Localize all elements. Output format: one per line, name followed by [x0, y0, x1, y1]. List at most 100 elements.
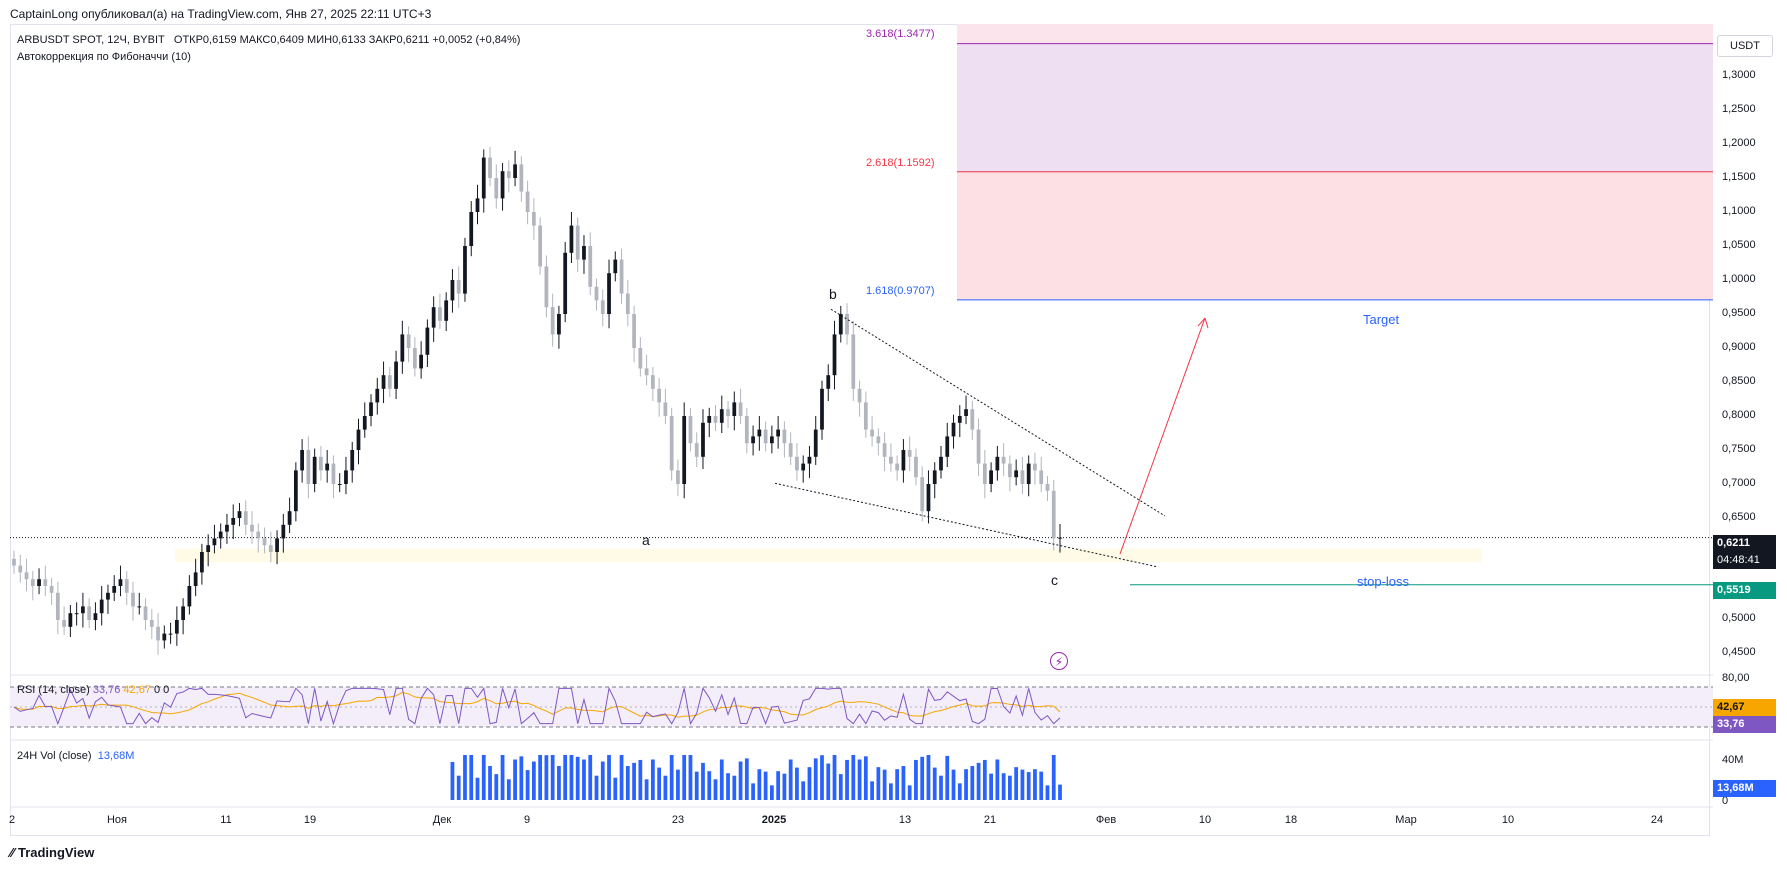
candle-body [356, 429, 361, 450]
volume-bar [657, 767, 662, 800]
volume-bar [1051, 755, 1056, 800]
volume-bar [676, 769, 680, 800]
fib-zone-top [957, 24, 1713, 44]
volume-bar [494, 774, 499, 800]
symbol-name[interactable]: ARBUSDT SPOT, 12Ч, BYBIT [17, 34, 165, 46]
rsi-axis-80: 80,00 [1722, 672, 1750, 684]
candle-body [951, 422, 956, 437]
candle-body [707, 416, 712, 423]
candle-body [488, 157, 492, 178]
candle-body [713, 416, 718, 423]
candle-body [481, 157, 486, 199]
volume-bar [751, 783, 755, 800]
candle-body [212, 538, 217, 546]
candle-body [49, 586, 54, 593]
candle-body [544, 266, 549, 308]
candle-body [1001, 456, 1006, 464]
publisher-line: CaptainLong опубликовал(а) на TradingVie… [10, 7, 432, 21]
candle-body [287, 511, 292, 525]
volume-bar [525, 770, 530, 800]
candle-body [676, 470, 680, 484]
candle-body [882, 443, 887, 457]
candle-body [419, 354, 424, 369]
volume-bar [650, 759, 655, 800]
candle-body [168, 633, 173, 635]
candle-body [450, 280, 455, 301]
time-axis-label: 9 [523, 814, 531, 826]
candle-body [976, 429, 981, 464]
volume-bar [863, 756, 868, 800]
wedge-upper-line [830, 308, 1166, 517]
candle-body [106, 592, 110, 600]
rsi-legend[interactable]: RSI (14, close) 33,76 42,67 0 0 [17, 684, 169, 696]
candle-body [218, 531, 223, 539]
volume-bar [682, 755, 687, 800]
currency-button[interactable]: USDT [1717, 35, 1773, 57]
candle-body [945, 436, 950, 457]
volume-bar [456, 775, 461, 800]
countdown-tag: 04:48:41 [1713, 552, 1776, 569]
volume-bar [638, 759, 643, 800]
volume-legend[interactable]: 24H Vol (close) 13,68M [17, 750, 134, 762]
wave-label-c[interactable]: c [1051, 572, 1058, 588]
candle-body [876, 436, 881, 444]
candle-body [181, 606, 185, 620]
volume-bar [945, 755, 950, 800]
price-axis-label: 1,1500 [1722, 171, 1756, 183]
time-axis-label: 18 [1284, 814, 1298, 826]
candle-body [30, 579, 35, 586]
stop-loss-label[interactable]: stop-loss [1357, 574, 1410, 589]
volume-tag: 13,68M [1713, 780, 1776, 797]
candle-body [519, 164, 524, 192]
candle-body [513, 164, 517, 178]
candle-body [99, 599, 104, 614]
candle-body [463, 246, 467, 294]
fib-indicator-legend[interactable]: Автокоррекция по Фибоначчи (10) [17, 51, 191, 63]
tradingview-logo[interactable]: ⁄⁄ TradingView [10, 845, 95, 860]
lightning-icon[interactable]: ⚡ [1050, 652, 1068, 670]
candle-body [400, 334, 405, 362]
volume-bar [1026, 772, 1031, 800]
candle-body [770, 436, 774, 444]
volume-bar [1001, 773, 1006, 800]
price-axis-label: 0,9000 [1722, 341, 1756, 353]
candle-body [757, 429, 762, 437]
candle-body [475, 198, 480, 212]
candle-body [231, 518, 236, 525]
candle-body [838, 314, 843, 335]
candle-body [68, 613, 73, 627]
volume-bar [632, 762, 636, 800]
time-axis-label: 10 [1501, 814, 1515, 826]
volume-bar [538, 755, 543, 800]
volume-bar [694, 771, 699, 800]
candle-body [174, 620, 179, 634]
price-axis-label: 0,8000 [1722, 409, 1756, 421]
volume-bar [738, 761, 743, 800]
candle-body [982, 463, 987, 484]
candle-body [1020, 470, 1025, 484]
candle-body [807, 456, 812, 464]
candle-body [795, 456, 799, 471]
candle-body [137, 606, 142, 608]
candle-body [763, 429, 768, 444]
symbol-legend[interactable]: ARBUSDT SPOT, 12Ч, BYBIT ОТКР0,6159 МАКС… [17, 34, 520, 46]
candle-body [500, 171, 505, 199]
volume-bar [569, 755, 574, 800]
candle-body [81, 606, 85, 614]
candle-body [851, 334, 856, 389]
wave-label-a[interactable]: a [642, 532, 650, 548]
volume-bar [469, 755, 474, 800]
candle-body [857, 388, 862, 403]
candle-body [964, 409, 968, 416]
target-label[interactable]: Target [1363, 312, 1400, 327]
price-axis-label: 1,0000 [1722, 273, 1756, 285]
volume-bar [1058, 784, 1062, 800]
candle-body [243, 511, 248, 525]
volume-bar [838, 774, 843, 800]
candle-body [525, 191, 530, 212]
volume-bar [513, 759, 517, 800]
wave-label-b[interactable]: b [829, 286, 837, 302]
volume-bar [519, 756, 524, 800]
candle-body [131, 592, 135, 607]
